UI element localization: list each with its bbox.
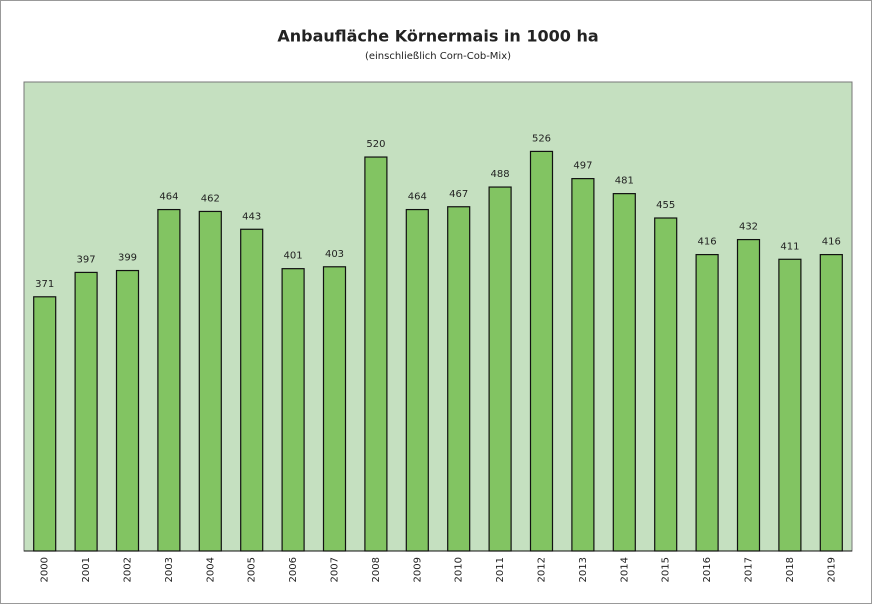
value-label: 399 (118, 253, 137, 264)
bar (281, 268, 305, 552)
bar (612, 193, 636, 552)
bar (488, 186, 512, 552)
value-label: 467 (449, 189, 468, 200)
bar (240, 228, 264, 552)
value-label: 488 (491, 169, 510, 180)
value-label: 520 (366, 139, 385, 150)
x-tick-label: 2018 (785, 557, 796, 582)
x-tick-label: 2013 (578, 557, 589, 582)
value-label: 416 (822, 237, 841, 248)
value-label: 416 (698, 237, 717, 248)
bar (571, 178, 595, 552)
bar (198, 210, 222, 552)
value-label: 443 (242, 211, 261, 222)
bar (695, 253, 719, 552)
value-label: 455 (656, 200, 675, 211)
bar (322, 266, 347, 552)
x-tick-label: 2010 (454, 557, 465, 582)
x-tick-label: 2003 (164, 557, 175, 582)
value-label: 432 (739, 222, 758, 233)
value-label: 371 (35, 279, 54, 290)
x-tick-label: 2014 (619, 557, 630, 582)
bar (778, 258, 802, 552)
x-tick-label: 2002 (123, 557, 134, 582)
value-label: 403 (325, 249, 344, 260)
bar (529, 150, 554, 552)
x-tick-label: 2006 (288, 557, 299, 582)
x-tick-label: 2012 (537, 557, 548, 582)
bar (736, 238, 761, 552)
x-tick-label: 2007 (330, 557, 341, 582)
x-tick-label: 2016 (702, 557, 713, 582)
value-label: 462 (201, 193, 220, 204)
bar (115, 269, 140, 552)
x-tick-label: 2009 (412, 557, 423, 582)
x-tick-label: 2004 (205, 557, 216, 582)
bar (33, 296, 57, 552)
x-tick-label: 2001 (81, 557, 92, 582)
value-label: 481 (615, 176, 634, 187)
bar (819, 253, 843, 552)
value-label: 464 (159, 192, 178, 203)
x-tick-label: 2011 (495, 557, 506, 582)
x-tick-label: 2008 (371, 557, 382, 582)
bar (157, 208, 181, 552)
value-label: 401 (284, 251, 303, 262)
chart-subtitle: (einschließlich Corn-Cob-Mix) (365, 51, 511, 62)
value-label: 464 (408, 192, 427, 203)
value-label: 397 (77, 254, 96, 265)
value-label: 526 (532, 133, 551, 144)
chart-title: Anbaufläche Körnermais in 1000 ha (277, 27, 598, 46)
x-tick-label: 2015 (661, 557, 672, 582)
value-label: 497 (573, 161, 592, 172)
x-tick-label: 2005 (247, 557, 258, 582)
x-tick-label: 2019 (826, 557, 837, 582)
x-tick-label: 2017 (744, 557, 755, 582)
plot-area (23, 81, 853, 552)
bar (74, 271, 98, 552)
bar (654, 217, 678, 552)
x-tick-label: 2000 (40, 557, 51, 582)
bar (405, 208, 429, 552)
value-label: 411 (780, 241, 799, 252)
bar (364, 156, 388, 552)
bar (447, 206, 471, 552)
